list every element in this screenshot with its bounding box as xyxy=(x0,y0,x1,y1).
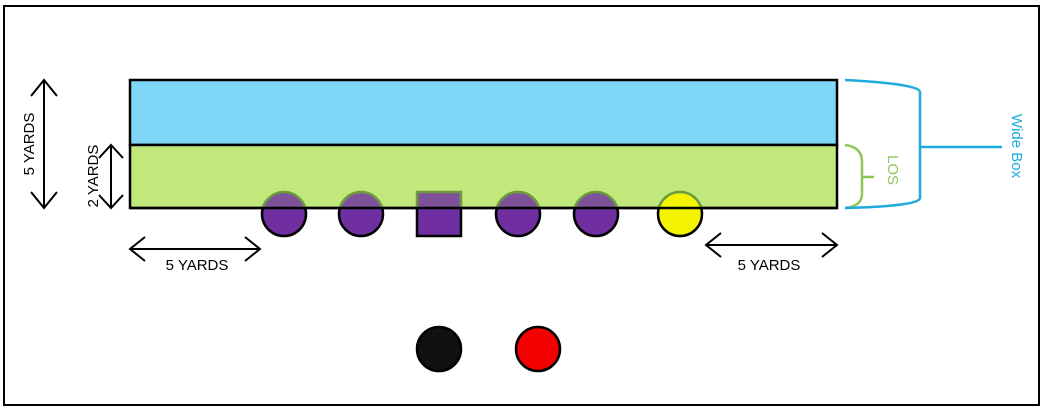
player-marker-upper xyxy=(573,190,619,208)
player-marker-upper xyxy=(338,190,384,208)
five-yards-vertical-arrow xyxy=(30,78,58,210)
player-tackle-1 xyxy=(260,190,308,238)
los-zone xyxy=(128,143,839,210)
player-guard-4 xyxy=(494,190,542,238)
player-marker-upper xyxy=(261,190,307,208)
wide-box-label: Wide Box xyxy=(1008,114,1025,179)
five-yards-left-label: 5 YARDS xyxy=(166,257,229,274)
five-yards-left-arrow xyxy=(128,236,262,262)
player-marker-lower xyxy=(260,208,308,238)
five-yards-right-arrow xyxy=(704,232,839,258)
player-marker-lower xyxy=(656,208,704,238)
five-yards-right-label: 5 YARDS xyxy=(738,257,801,274)
player-marker-upper xyxy=(415,190,463,208)
player-center-3 xyxy=(415,190,463,238)
player-back-red xyxy=(514,325,562,373)
player-tackle-5 xyxy=(572,190,620,238)
player-marker-upper xyxy=(495,190,541,208)
player-marker-lower xyxy=(572,208,620,238)
player-back-black xyxy=(415,325,463,373)
backfield xyxy=(415,325,562,373)
player-marker-lower xyxy=(337,208,385,238)
wide-box-bracket xyxy=(844,78,1002,210)
los-bracket xyxy=(844,143,874,210)
two-yards-vertical-label: 2 YARDS xyxy=(85,145,102,208)
player-marker-lower xyxy=(494,208,542,238)
five-yards-vertical-label: 5 YARDS xyxy=(21,113,38,176)
player-marker-upper xyxy=(657,190,703,208)
two-yards-vertical-arrow xyxy=(98,143,124,210)
wide-box-zone xyxy=(128,78,839,147)
offensive-line xyxy=(130,190,837,238)
player-tight-end-6 xyxy=(656,190,704,238)
player-marker-lower xyxy=(415,208,463,238)
los-label: LOS xyxy=(884,155,901,185)
player-guard-2 xyxy=(337,190,385,238)
